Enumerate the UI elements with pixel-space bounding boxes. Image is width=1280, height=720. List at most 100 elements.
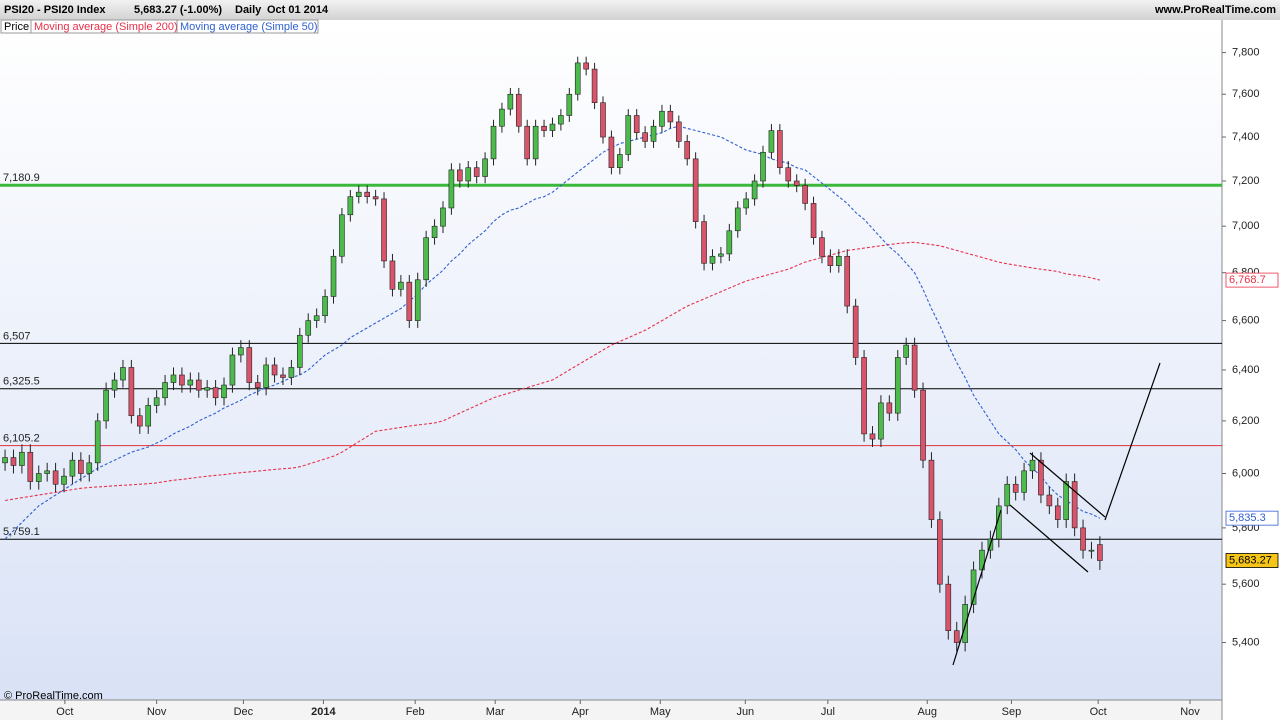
- candle-body: [330, 255, 337, 297]
- candle-body: [1038, 459, 1044, 496]
- candle-body: [19, 451, 25, 466]
- candle-body: [608, 136, 615, 168]
- candle-body: [128, 367, 135, 417]
- candle-body: [1054, 505, 1061, 520]
- x-tick-label: Sep: [1002, 706, 1022, 718]
- candle-body: [490, 125, 497, 160]
- candle-body: [692, 158, 699, 222]
- candle-body: [288, 367, 295, 378]
- candle-body: [246, 347, 253, 383]
- level-label: 7,180.9: [3, 172, 40, 184]
- candle-body: [103, 389, 109, 422]
- candle-body: [793, 180, 800, 186]
- candle-body: [659, 110, 665, 127]
- candle-body: [313, 315, 320, 321]
- candle-body: [574, 62, 581, 95]
- candle-body: [532, 125, 539, 160]
- y-tick-label: 7,000: [1232, 220, 1260, 232]
- candle-body: [701, 221, 707, 264]
- instrument: PSI20 - PSI20 Index: [4, 4, 106, 16]
- candle-body: [802, 185, 808, 204]
- x-tick-label: Dec: [234, 706, 254, 718]
- candle-body: [398, 281, 404, 290]
- y-tick-label: 6,600: [1232, 314, 1260, 326]
- legend-box: [176, 19, 319, 34]
- candle-body: [785, 167, 792, 182]
- candle-body: [162, 382, 168, 399]
- candle-body: [372, 196, 379, 200]
- x-tick-label: Jun: [736, 706, 754, 718]
- candle-body: [297, 334, 303, 368]
- candle-body: [355, 191, 362, 197]
- candle-body: [482, 158, 488, 177]
- x-tick-label: 2014: [311, 706, 336, 718]
- candle-body: [423, 237, 429, 281]
- candle-body: [633, 115, 640, 134]
- candle-body: [145, 405, 152, 427]
- candle-body: [204, 387, 210, 391]
- candle-body: [836, 255, 842, 266]
- legend: Price Moving average (Simple 200) Moving…: [0, 19, 319, 34]
- candle-body: [69, 459, 76, 477]
- site[interactable]: www.ProRealTime.com: [1154, 4, 1276, 16]
- candle-body: [1029, 459, 1036, 472]
- candle-body: [322, 296, 328, 317]
- plot-background: [0, 20, 1222, 700]
- candle-body: [861, 357, 867, 435]
- candle-body: [111, 379, 118, 391]
- candle-body: [1021, 470, 1027, 493]
- x-tick-label: Mar: [486, 706, 505, 718]
- plot: 5,4005,6005,8006,0006,2006,4006,6006,800…: [0, 46, 1260, 718]
- header-bar: [0, 0, 1280, 20]
- candle-body: [2, 457, 8, 464]
- x-tick-label: Oct: [56, 706, 73, 718]
- candle-body: [1080, 527, 1086, 551]
- candle-body: [726, 230, 733, 255]
- candle-body: [549, 123, 556, 131]
- candle-body: [1063, 481, 1069, 520]
- candle-body: [473, 167, 480, 177]
- candle-body: [187, 379, 194, 386]
- candle-body: [179, 374, 185, 386]
- candle-body: [271, 364, 278, 376]
- interval: Daily: [235, 4, 262, 16]
- candle-body: [35, 473, 42, 482]
- candle-body: [406, 281, 413, 321]
- trendline: [1104, 362, 1161, 521]
- candle-body: [667, 110, 674, 123]
- candle-body: [625, 115, 632, 155]
- candle-body: [280, 374, 286, 378]
- candle-body: [440, 207, 446, 227]
- candle-body: [221, 384, 227, 399]
- legend-entry: Price: [4, 21, 29, 33]
- y-tick-label: 5,400: [1232, 636, 1260, 648]
- level-label: 6,105.2: [3, 433, 40, 445]
- candle-body: [465, 167, 472, 182]
- candle-body: [238, 347, 244, 356]
- x-tick-label: Apr: [572, 706, 589, 718]
- candle-body: [894, 357, 901, 414]
- candle-body: [911, 344, 918, 391]
- candle-body: [507, 93, 514, 110]
- candle-body: [52, 470, 59, 485]
- trendline: [1009, 504, 1089, 573]
- candle-body: [920, 389, 926, 461]
- candle-body: [852, 305, 859, 358]
- candle-body: [1012, 483, 1019, 493]
- candle-body: [457, 169, 463, 182]
- candle-body: [305, 320, 312, 336]
- level-label: 5,759.1: [3, 526, 40, 538]
- candle-body: [364, 191, 370, 197]
- candle-body: [381, 198, 387, 262]
- x-tick-label: Feb: [406, 706, 425, 718]
- level-label: 6,507: [3, 330, 31, 342]
- candle-body: [120, 367, 126, 381]
- candle-body: [768, 130, 775, 153]
- candle-body: [27, 451, 34, 482]
- candle-body: [760, 151, 766, 182]
- trendline: [1029, 452, 1106, 518]
- x-tick-label: Aug: [917, 706, 937, 718]
- candle-body: [642, 132, 648, 142]
- x-tick-label: Nov: [1180, 706, 1200, 718]
